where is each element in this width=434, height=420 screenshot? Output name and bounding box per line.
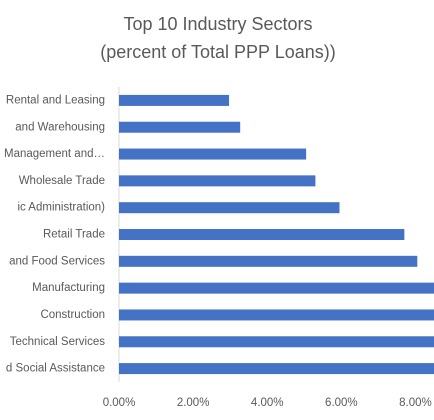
- y-tick-label: ic Administration): [17, 202, 105, 214]
- x-tick-label: 0.00%: [103, 397, 136, 409]
- x-tick-label: 8.00%: [399, 397, 432, 409]
- bar: [119, 175, 316, 187]
- x-tick-label: 4.00%: [251, 397, 284, 409]
- x-tick-label: 2.00%: [177, 397, 210, 409]
- bar: [119, 309, 434, 321]
- bar: [119, 94, 230, 106]
- y-tick-label: Construction: [40, 309, 105, 321]
- bar: [119, 282, 434, 294]
- chart-subtitle: (percent of Total PPP Loans)): [100, 42, 335, 62]
- y-tick-label: Technical Services: [10, 336, 105, 348]
- bar: [119, 336, 434, 348]
- bar: [119, 148, 307, 160]
- bar: [119, 121, 241, 133]
- y-tick-label: Manufacturing: [32, 282, 105, 294]
- y-tick-label: and Food Services: [9, 255, 105, 267]
- chart-title: Top 10 Industry Sectors: [123, 14, 312, 34]
- x-tick-label: 6.00%: [325, 397, 358, 409]
- bar: [119, 202, 340, 214]
- y-tick-label: Rental and Leasing: [6, 94, 105, 106]
- y-tick-label: Management and…: [4, 148, 105, 160]
- bar: [119, 363, 434, 375]
- bar: [119, 229, 405, 240]
- y-tick-label: d Social Assistance: [6, 363, 105, 375]
- y-tick-label: Wholesale Trade: [19, 175, 105, 187]
- bar: [119, 255, 418, 267]
- y-tick-label: and Warehousing: [15, 121, 105, 133]
- y-tick-label: Retail Trade: [43, 229, 105, 241]
